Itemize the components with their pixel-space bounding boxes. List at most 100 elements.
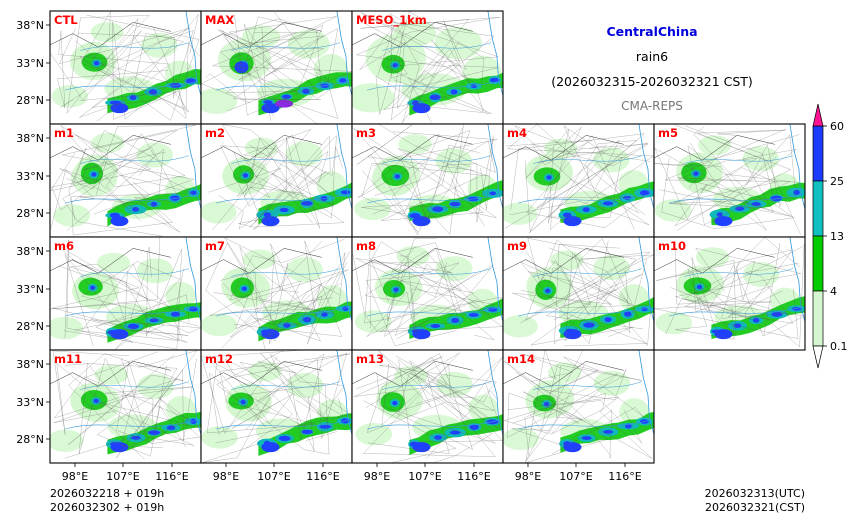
lat-tick-label: 28°N xyxy=(16,207,44,220)
lon-tick-label: 107°E xyxy=(559,470,592,483)
colorbar-extend-min xyxy=(812,345,824,369)
colorbar-segment xyxy=(812,180,824,237)
rain-field xyxy=(503,350,654,463)
lat-tick-label: 38°N xyxy=(16,358,44,371)
valid-time-cst: 2026032321(CST) xyxy=(705,501,805,514)
lon-tick-label: 116°E xyxy=(306,470,339,483)
panel-label: m13 xyxy=(356,352,384,366)
panel-CTL: CTL xyxy=(49,10,202,125)
panel-MESO_1km: MESO_1km xyxy=(351,10,504,125)
panel-m7: m7 xyxy=(200,236,353,351)
panel-label: MAX xyxy=(205,13,234,27)
lon-tick-label: 116°E xyxy=(155,470,188,483)
colorbar-level-label: 25 xyxy=(830,175,844,188)
lat-tick-label: 33°N xyxy=(16,170,44,183)
longitude-axis: 98°E 107°E 116°E 98°E 107°E 116°E 98°E 107°E 116… xyxy=(62,463,642,483)
rain-field xyxy=(654,237,805,348)
panel-label: m5 xyxy=(658,126,678,140)
rain-field xyxy=(201,237,352,349)
panel-label: m12 xyxy=(205,352,233,366)
rain-field xyxy=(50,11,201,122)
panel-label: m14 xyxy=(507,352,535,366)
panel-label: CTL xyxy=(54,13,78,27)
panel-label: m4 xyxy=(507,126,527,140)
region-title: CentralChina xyxy=(606,24,697,39)
panel-label: m7 xyxy=(205,239,225,253)
lat-tick-label: 33°N xyxy=(16,283,44,296)
rain-field xyxy=(201,124,352,232)
panel-m4: m4 xyxy=(502,123,655,238)
lat-tick-label: 28°N xyxy=(16,320,44,333)
rain-field xyxy=(503,237,654,347)
panel-m13: m13 xyxy=(351,349,504,464)
rain-field xyxy=(352,350,503,463)
colorbar-extend-max xyxy=(812,103,824,127)
panel-label: m2 xyxy=(205,126,225,140)
panel-label: m11 xyxy=(54,352,82,366)
panel-m11: m11 xyxy=(49,349,202,464)
panel-grid: CTL MAX MESO_1km m1 m2 m3 m4 m5 m6 m7 m8 m9 m10 m11 m1… xyxy=(49,10,806,464)
valid-time-utc: 2026032313(UTC) xyxy=(705,487,805,500)
panel-label: m10 xyxy=(658,239,686,253)
colorbar-segment xyxy=(812,290,824,347)
lat-tick-label: 33°N xyxy=(16,396,44,409)
lon-tick-label: 98°E xyxy=(62,470,88,483)
init-time-utc: 2026032218 + 019h xyxy=(50,487,164,500)
period-title: (2026032315-2026032321 CST) xyxy=(551,74,753,89)
panel-m1: m1 xyxy=(49,123,202,238)
panel-m12: m12 xyxy=(200,349,353,464)
panel-label: m6 xyxy=(54,239,74,253)
panel-label: m8 xyxy=(356,239,376,253)
rain-field xyxy=(50,124,201,237)
lon-tick-label: 116°E xyxy=(457,470,490,483)
lat-tick-label: 28°N xyxy=(16,94,44,107)
lat-tick-label: 38°N xyxy=(16,19,44,32)
colorbar-level-label: 60 xyxy=(830,120,844,133)
colorbar-segment xyxy=(812,125,824,182)
colorbar: 60 25 13 4 0.1 xyxy=(812,103,848,369)
rain-field xyxy=(50,350,201,460)
lat-tick-label: 33°N xyxy=(16,57,44,70)
panel-label: MESO_1km xyxy=(356,13,427,28)
panel-MAX: MAX xyxy=(200,10,353,125)
panel-m10: m10 xyxy=(653,236,806,351)
rain-field xyxy=(201,11,352,124)
colorbar-level-label: 13 xyxy=(830,230,844,243)
colorbar-segment xyxy=(812,235,824,292)
lat-tick-label: 38°N xyxy=(16,245,44,258)
rain-field xyxy=(352,11,503,124)
lon-tick-label: 116°E xyxy=(608,470,641,483)
latitude-axis: 38°N 33°N 28°N 38°N 33°N 28°N 38°N 33°N 28°N 38°N… xyxy=(16,19,50,446)
variable-title: rain6 xyxy=(636,49,668,64)
system-title: CMA-REPS xyxy=(621,99,683,113)
lon-tick-label: 107°E xyxy=(408,470,441,483)
rain-field xyxy=(50,237,201,350)
panel-m8: m8 xyxy=(351,236,504,351)
title-block: CentralChina rain6 (2026032315-202603232… xyxy=(551,24,753,113)
rain-field xyxy=(352,237,503,347)
panel-label: m3 xyxy=(356,126,376,140)
panel-label: m1 xyxy=(54,126,74,140)
panel-m3: m3 xyxy=(351,123,504,238)
rain-field xyxy=(201,350,352,463)
panel-label: m9 xyxy=(507,239,527,253)
panel-m14: m14 xyxy=(502,349,655,464)
lon-tick-label: 98°E xyxy=(515,470,541,483)
rain-field xyxy=(503,124,654,234)
lon-tick-label: 98°E xyxy=(364,470,390,483)
panel-m2: m2 xyxy=(200,123,353,238)
panel-m6: m6 xyxy=(49,236,202,351)
init-time-cst: 2026032302 + 019h xyxy=(50,501,164,514)
panel-m9: m9 xyxy=(502,236,655,351)
panel-m5: m5 xyxy=(653,123,806,238)
lon-tick-label: 107°E xyxy=(257,470,290,483)
lat-tick-label: 28°N xyxy=(16,433,44,446)
rain-field xyxy=(654,124,805,235)
lon-tick-label: 107°E xyxy=(106,470,139,483)
colorbar-level-label: 4 xyxy=(830,285,837,298)
footer: 2026032218 + 019h 2026032302 + 019h 2026… xyxy=(50,487,805,514)
colorbar-level-label: 0.1 xyxy=(830,340,848,353)
lat-tick-label: 38°N xyxy=(16,132,44,145)
lon-tick-label: 98°E xyxy=(213,470,239,483)
